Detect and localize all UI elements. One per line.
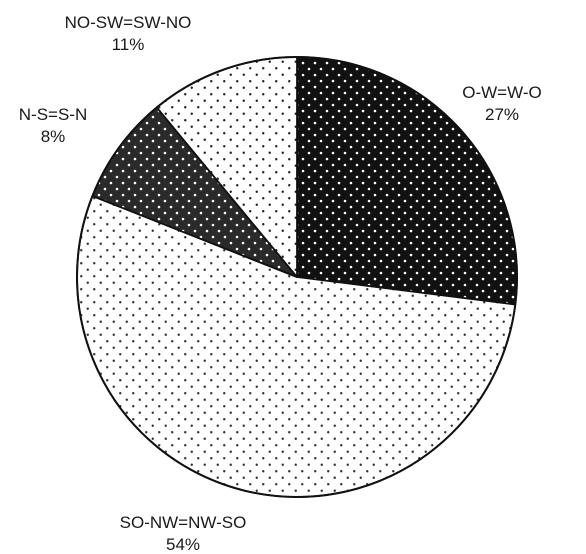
slice-value-label-no-sw-sw-no: 11%: [112, 35, 145, 54]
slice-value-label-o-w-w-o: 27%: [485, 105, 519, 124]
slice-label-so-nw-nw-so: SO-NW=NW-SO: [120, 513, 247, 532]
slice-label-o-w-w-o: O-W=W-O: [462, 83, 541, 102]
pie-outline: [76, 56, 518, 498]
slice-label-n-s-s-n: N-S=S-N: [19, 105, 87, 124]
pie-slices: [76, 56, 518, 498]
slice-value-label-so-nw-nw-so: 54%: [166, 535, 200, 554]
slice-value-label-n-s-s-n: 8%: [41, 127, 66, 146]
pie-labels: O-W=W-O 27% SO-NW=NW-SO 54% N-S=S-N 8% NO-SW=S…: [19, 13, 542, 554]
slice-label-no-sw-sw-no: NO-SW=SW-NO: [65, 13, 192, 32]
